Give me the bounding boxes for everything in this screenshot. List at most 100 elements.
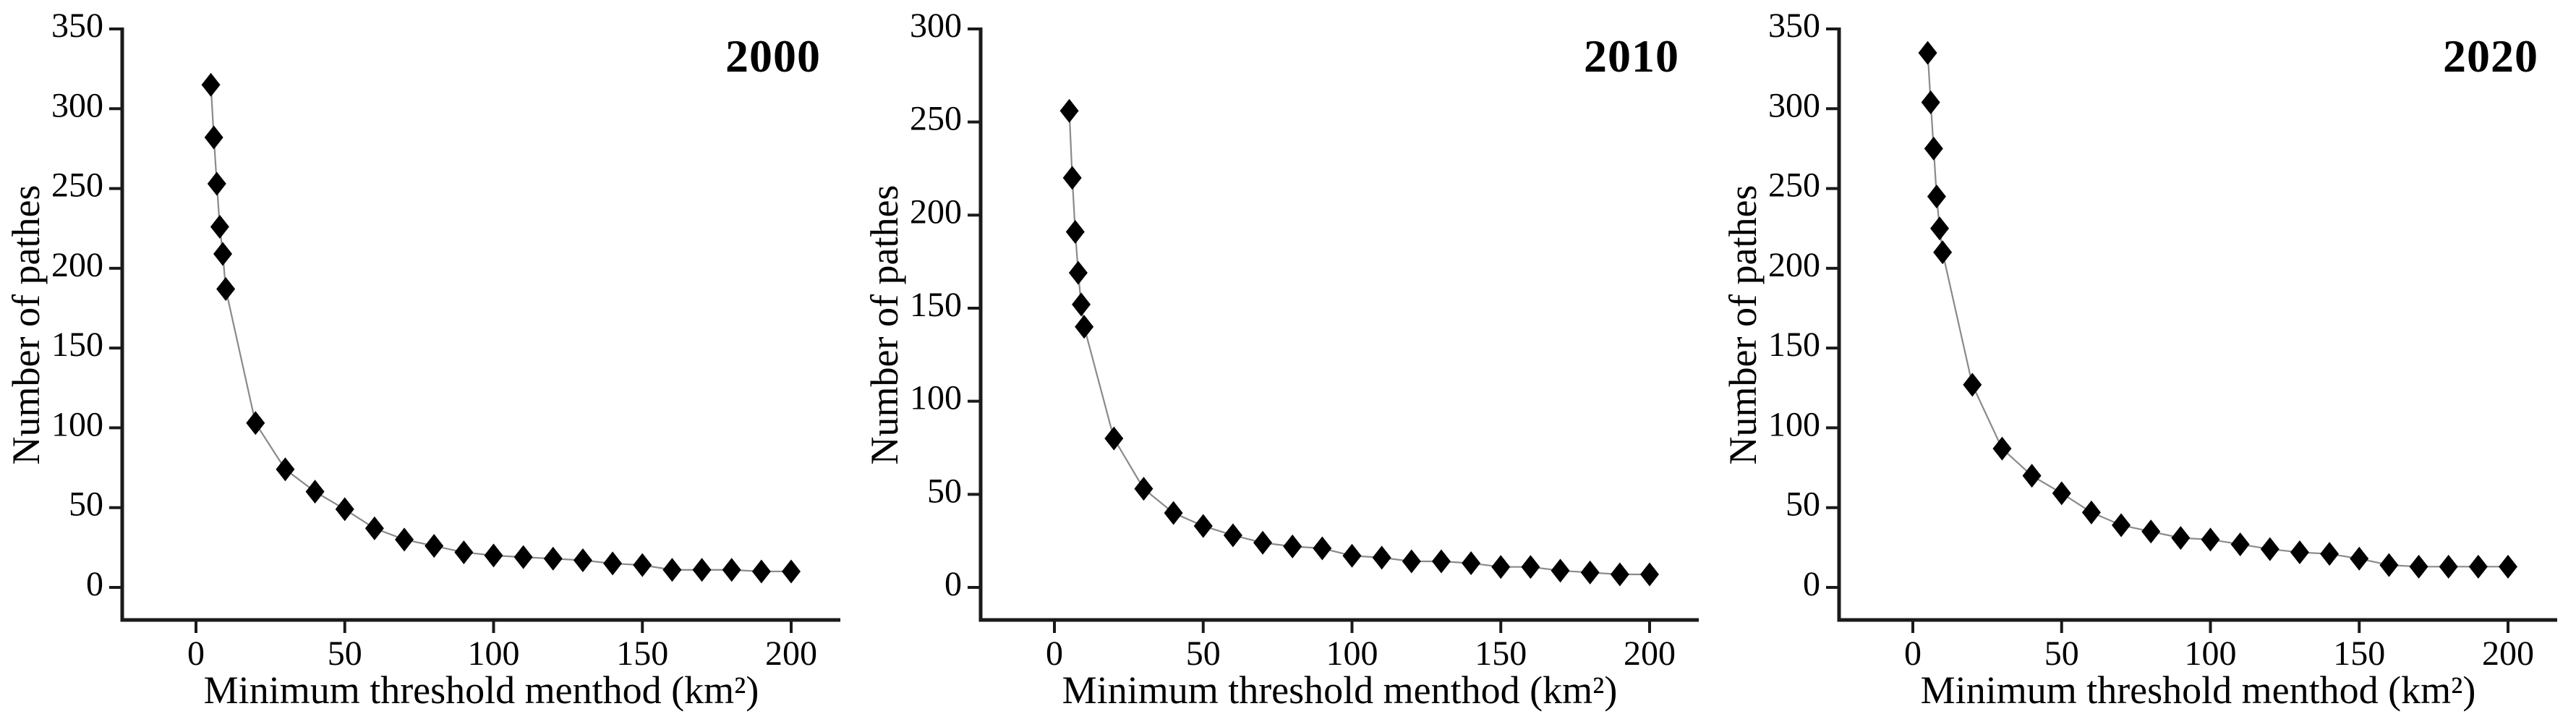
- data-point-diamond: [2052, 481, 2071, 506]
- y-tick-label: 300: [1768, 86, 1820, 124]
- y-tick-label: 100: [910, 379, 962, 417]
- y-tick-label: 200: [51, 246, 103, 284]
- data-point-diamond: [335, 497, 354, 522]
- data-point-diamond: [1921, 90, 1940, 114]
- data-point-diamond: [782, 559, 801, 584]
- data-point-diamond: [305, 480, 325, 504]
- data-point-diamond: [2022, 464, 2042, 488]
- data-point-diamond: [2171, 526, 2191, 551]
- chart-panel-2010: 0 50 100 150 200 250 300 0 50 100 150 200 2010 Numb…: [858, 0, 1717, 714]
- data-point-diamond: [1164, 501, 1183, 525]
- data-point-diamond: [1610, 562, 1629, 587]
- data-point-diamond: [210, 215, 229, 239]
- y-tick-label: 350: [51, 7, 103, 45]
- y-tick-label: 150: [1768, 326, 1820, 364]
- data-point-diamond: [1313, 536, 1332, 561]
- chart-2000-year-label: 2000: [725, 30, 821, 82]
- y-tick-label: 350: [1768, 7, 1820, 45]
- data-point-diamond: [2230, 532, 2250, 556]
- y-tick-label: 200: [910, 192, 962, 231]
- chart-2000-x-axis-title: Minimum threshold menthod (km²): [203, 668, 759, 712]
- data-point-diamond: [2468, 554, 2488, 579]
- data-point-diamond: [662, 558, 682, 582]
- x-tick-label: 150: [2333, 634, 2385, 673]
- data-point-diamond: [1930, 216, 1950, 241]
- data-point-diamond: [1193, 514, 1213, 538]
- data-point-diamond: [692, 558, 712, 582]
- y-tick-label: 50: [927, 472, 962, 510]
- data-series-line: [1068, 111, 1650, 576]
- data-point-diamond: [2439, 554, 2458, 579]
- data-point-diamond: [1402, 549, 1421, 574]
- y-tick-label: 0: [1803, 565, 1820, 603]
- data-point-diamond: [1924, 136, 1943, 161]
- data-point-diamond: [1431, 549, 1451, 574]
- x-tick-label: 50: [1186, 634, 1221, 673]
- data-point-diamond: [2379, 553, 2399, 577]
- data-point-diamond: [1068, 260, 1088, 285]
- data-point-diamond: [2499, 554, 2517, 579]
- data-point-diamond: [1065, 219, 1085, 244]
- data-point-diamond: [246, 411, 265, 435]
- data-point-diamond: [1521, 555, 1540, 579]
- data-point-diamond: [2141, 519, 2161, 544]
- chart-2010-year-label: 2010: [1584, 30, 1679, 82]
- chart-2000-plot: 0 50 100 150 200 250 300 350 0 50 100 150 200: [51, 7, 840, 673]
- data-point-diamond: [207, 171, 226, 196]
- data-point-diamond: [204, 125, 223, 150]
- chart-2010-x-axis-title: Minimum threshold menthod (km²): [1062, 668, 1618, 712]
- data-point-diamond: [1283, 534, 1302, 558]
- x-tick-label: 100: [468, 634, 520, 673]
- data-point-diamond: [2112, 513, 2131, 537]
- y-tick-label: 100: [51, 405, 103, 443]
- y-tick-label: 50: [1786, 485, 1820, 524]
- y-tick-label: 0: [86, 565, 103, 603]
- chart-2000-y-axis-title: Number of pathes: [4, 184, 48, 465]
- data-point-diamond: [751, 559, 771, 584]
- x-tick-label: 100: [2185, 634, 2237, 673]
- x-tick-label: 0: [1904, 634, 1922, 673]
- data-point-diamond: [1104, 426, 1124, 451]
- data-point-diamond: [425, 534, 444, 558]
- x-tick-label: 0: [187, 634, 205, 673]
- x-tick-label: 50: [328, 634, 362, 673]
- data-point-diamond: [1491, 555, 1511, 579]
- chart-panel-2000: 0 50 100 150 200 250 300 350 0 50 100 150 200 2000 N…: [0, 0, 858, 714]
- data-point-diamond: [573, 548, 592, 573]
- data-point-diamond: [1927, 184, 1946, 209]
- y-tick-label: 0: [944, 565, 962, 603]
- data-point-diamond: [1640, 562, 1659, 587]
- data-point-diamond: [1992, 436, 2012, 461]
- x-tick-label: 150: [616, 634, 668, 673]
- x-tick-label: 150: [1475, 634, 1527, 673]
- data-point-diamond: [1134, 477, 1153, 501]
- data-point-diamond: [213, 242, 233, 266]
- data-series-line: [1927, 53, 2508, 568]
- data-point-diamond: [1059, 98, 1079, 123]
- x-tick-label: 50: [2044, 634, 2079, 673]
- data-point-diamond: [2201, 527, 2220, 552]
- data-series-line: [210, 85, 791, 573]
- x-tick-label: 200: [765, 634, 817, 673]
- chart-2020-plot: 0 50 100 150 200 250 300 350 0 50 100 150 200: [1768, 7, 2557, 673]
- data-point-diamond: [1580, 560, 1600, 585]
- data-point-diamond: [1372, 545, 1391, 570]
- data-point-diamond: [1253, 530, 1273, 555]
- chart-2010-y-axis-title: Number of pathes: [863, 184, 906, 465]
- data-point-diamond: [543, 546, 563, 571]
- data-point-diamond: [216, 277, 236, 302]
- chart-2020-year-label: 2020: [2443, 30, 2538, 82]
- x-tick-label: 100: [1326, 634, 1378, 673]
- y-tick-label: 200: [1768, 246, 1820, 284]
- y-tick-label: 250: [51, 166, 103, 205]
- data-point-diamond: [603, 551, 623, 576]
- data-point-diamond: [1462, 551, 1481, 576]
- data-point-diamond: [1342, 543, 1362, 568]
- y-tick-label: 50: [69, 485, 103, 524]
- data-point-diamond: [395, 527, 414, 552]
- y-tick-label: 250: [1768, 166, 1820, 205]
- data-point-diamond: [1551, 558, 1570, 583]
- y-tick-label: 150: [51, 326, 103, 364]
- x-tick-label: 0: [1046, 634, 1063, 673]
